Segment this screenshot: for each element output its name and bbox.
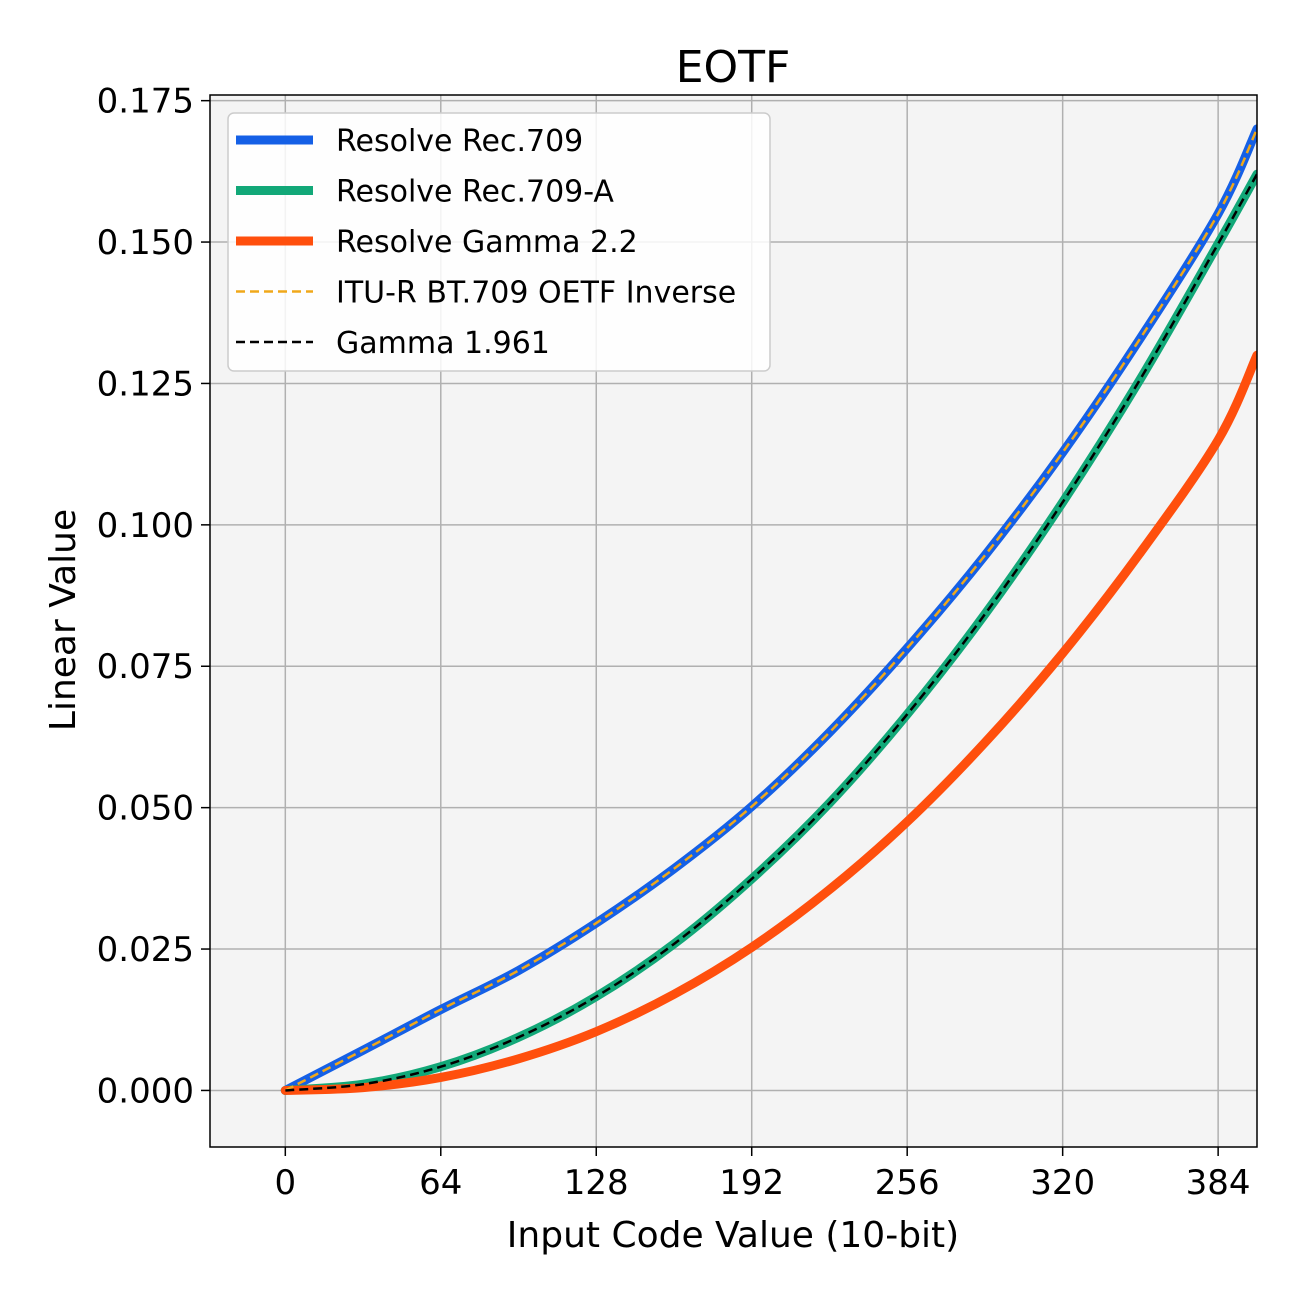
legend-items: Resolve Rec.709 Resolve Rec.709-A Resolve …	[236, 124, 736, 361]
x-axis-label: Input Code Value (10-bit)	[507, 1215, 959, 1256]
x-tick-label: 192	[719, 1163, 784, 1203]
x-tick-label: 0	[274, 1163, 296, 1203]
chart-title: EOTF	[676, 42, 791, 93]
legend: Resolve Rec.709 Resolve Rec.709-A Resolve …	[227, 112, 771, 372]
x-tick-label: 320	[1030, 1163, 1095, 1203]
series-line-itu-r-bt-709-oetf-inverse	[284, 128, 1257, 1092]
y-tick-label: 0.175	[97, 82, 194, 122]
legend-label: Resolve Rec.709	[336, 124, 583, 159]
legend-label: Gamma 1.961	[336, 326, 550, 361]
y-tick-label: 0.100	[97, 506, 194, 546]
x-tick-label: 128	[564, 1163, 629, 1203]
legend-label: Resolve Gamma 2.2	[336, 225, 638, 260]
legend-box	[227, 112, 771, 372]
plot-frame	[209, 94, 1258, 1148]
series-lines	[280, 124, 1257, 1095]
x-tick-label: 384	[1186, 1163, 1251, 1203]
y-tick-label: 0.075	[97, 647, 194, 687]
y-tick-label: 0.050	[97, 789, 194, 829]
y-tick-label: 0.025	[97, 930, 194, 970]
series-line-resolve-gamma-2-2	[280, 350, 1257, 1095]
legend-label: Resolve Rec.709-A	[336, 175, 614, 210]
x-tick-label: 256	[875, 1163, 940, 1203]
y-tick-label: 0.125	[97, 364, 194, 404]
legend-label: ITU-R BT.709 OETF Inverse	[336, 276, 736, 311]
y-tick-label: 0.150	[97, 223, 194, 263]
x-tick-label: 64	[419, 1163, 462, 1203]
grid	[210, 95, 1257, 1147]
y-axis-label: Linear Value	[43, 509, 84, 731]
axis-ticks: 0 64 128 192 256 320 384 0.000 0.025 0.050 0.075 0.…	[97, 82, 1251, 1203]
series-line-gamma-1-961	[285, 173, 1257, 1092]
y-tick-label: 0.000	[97, 1071, 194, 1111]
